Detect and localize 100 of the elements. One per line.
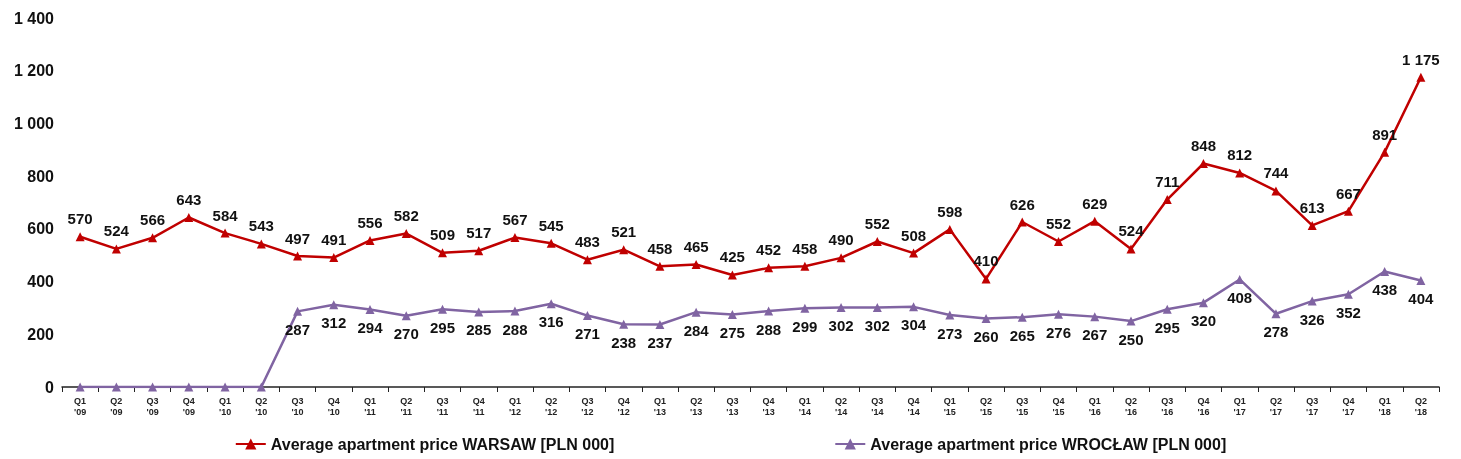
x-tick-label: Q4 '09: [182, 395, 195, 417]
y-tick-label: 600: [27, 220, 55, 238]
data-label: 543: [248, 217, 274, 235]
data-label: 643: [176, 191, 202, 209]
point: [1343, 289, 1353, 299]
x-tick-label: Q2 '11: [400, 395, 413, 417]
data-label: 626: [1009, 195, 1035, 213]
data-label: 744: [1263, 164, 1290, 182]
data-label: 711: [1155, 173, 1180, 191]
data-label: 508: [901, 226, 927, 244]
data-label: 285: [466, 321, 492, 339]
data-label: 566: [140, 211, 166, 229]
point: [800, 303, 810, 313]
point: [764, 306, 774, 316]
data-label: 265: [1009, 326, 1035, 344]
point: [293, 251, 303, 261]
x-tick-label: Q1 '14: [798, 395, 811, 417]
data-label: 276: [1046, 323, 1072, 341]
x-tick-label: Q3 '09: [146, 395, 159, 417]
point: [256, 382, 266, 392]
data-label: 288: [756, 320, 782, 338]
x-tick-label: Q3 '17: [1306, 395, 1319, 417]
point: [546, 238, 556, 248]
data-label: 404: [1408, 290, 1435, 308]
data-label: 295: [429, 318, 455, 336]
data-label: 570: [67, 210, 93, 228]
point: [836, 302, 846, 312]
data-label: 509: [429, 226, 455, 244]
point: [437, 304, 447, 314]
y-tick-label: 1 000: [13, 114, 55, 132]
data-label: 490: [828, 231, 854, 249]
data-label: 524: [103, 222, 130, 240]
y-tick-label: 1 400: [13, 9, 55, 27]
x-tick-label: Q3 '16: [1161, 395, 1174, 417]
point: [1198, 298, 1208, 308]
data-label: 438: [1372, 281, 1398, 299]
data-label: 582: [393, 207, 419, 225]
x-tick-label: Q3 '13: [726, 395, 739, 417]
x-tick-label: Q4 '16: [1197, 395, 1210, 417]
data-label: 629: [1082, 194, 1108, 212]
point: [1090, 216, 1100, 226]
point: [1054, 309, 1064, 319]
point: [1380, 267, 1390, 277]
point: [365, 235, 375, 245]
y-tick-label: 1 200: [13, 62, 55, 80]
x-tick-label: Q1 '18: [1378, 395, 1391, 417]
data-label: 465: [683, 237, 709, 255]
data-label: 304: [901, 316, 927, 334]
y-tick-label: 400: [27, 273, 55, 291]
point: [945, 310, 955, 320]
data-label: 545: [538, 216, 564, 234]
x-tick-label: Q1 '11: [364, 395, 377, 417]
data-label: 267: [1082, 326, 1108, 344]
point: [945, 224, 955, 234]
x-tick-label: Q3 '14: [871, 395, 884, 417]
x-tick-label: Q1 '16: [1088, 395, 1101, 417]
data-label: 497: [285, 229, 311, 247]
x-tick-label: Q4 '10: [327, 395, 340, 417]
legend-label: Average apartment price WARSAW [PLN 000]: [270, 435, 615, 453]
point: [655, 320, 665, 330]
point: [184, 382, 194, 392]
point: [1416, 72, 1426, 82]
x-tick-label: Q4 '15: [1052, 395, 1065, 417]
x-tick-label: Q2 '16: [1124, 395, 1138, 417]
data-label: 567: [502, 211, 528, 229]
data-label: 1 175: [1402, 50, 1440, 68]
data-label: 352: [1335, 303, 1361, 321]
data-label: 458: [792, 239, 818, 257]
data-label: 326: [1299, 310, 1325, 328]
point: [619, 319, 629, 329]
point: [800, 261, 810, 271]
data-label: 552: [864, 215, 890, 233]
data-label: 812: [1227, 146, 1253, 164]
point: [836, 253, 846, 263]
x-tick-label: Q1 '10: [218, 395, 232, 417]
point: [909, 302, 919, 312]
x-tick-label: Q4 '12: [617, 395, 630, 417]
point: [619, 245, 629, 255]
point: [872, 237, 882, 247]
x-tick-label: Q1 '09: [74, 395, 87, 417]
data-label: 524: [1118, 222, 1145, 240]
point: [293, 306, 303, 316]
point: [1271, 309, 1281, 319]
data-label: 260: [973, 327, 999, 345]
x-tick-label: Q2 '09: [110, 395, 123, 417]
point: [582, 311, 592, 321]
data-label: 556: [357, 213, 383, 231]
point: [220, 228, 230, 238]
y-tick-label: 0: [45, 378, 55, 396]
x-tick-label: Q2 '14: [835, 395, 848, 417]
point: [437, 248, 447, 258]
point: [1017, 217, 1027, 227]
point: [981, 313, 991, 323]
point: [691, 259, 701, 269]
point: [1126, 244, 1136, 254]
point: [691, 307, 701, 317]
data-label: 270: [393, 325, 419, 343]
point: [1307, 296, 1317, 306]
x-tick-label: Q4 '13: [762, 395, 775, 417]
x-tick-label: Q4 '17: [1342, 395, 1355, 417]
